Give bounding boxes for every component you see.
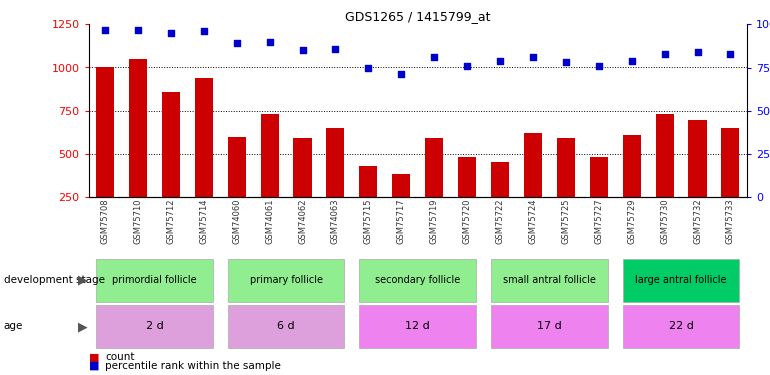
Point: [296, 47, 309, 53]
Text: ▶: ▶: [78, 274, 87, 287]
Point: [132, 27, 144, 33]
Bar: [623, 135, 641, 240]
Point: [198, 28, 210, 34]
Text: ■: ■: [89, 361, 99, 370]
Bar: [96, 68, 114, 240]
Text: secondary follicle: secondary follicle: [375, 275, 460, 285]
Bar: [458, 157, 476, 240]
Bar: [491, 162, 509, 240]
Point: [691, 49, 704, 55]
Point: [330, 45, 342, 51]
Text: primordial follicle: primordial follicle: [112, 275, 196, 285]
Text: age: age: [4, 321, 23, 332]
Bar: [162, 92, 180, 240]
Bar: [425, 138, 444, 240]
Text: primary follicle: primary follicle: [249, 275, 323, 285]
Text: 22 d: 22 d: [668, 321, 694, 332]
Point: [527, 54, 539, 60]
Point: [494, 58, 506, 64]
Bar: [195, 78, 213, 240]
Text: 17 d: 17 d: [537, 321, 562, 332]
Point: [560, 59, 572, 65]
Text: ■: ■: [89, 352, 99, 362]
Point: [658, 51, 671, 57]
Point: [428, 54, 440, 60]
Point: [461, 63, 474, 69]
Bar: [688, 120, 707, 240]
Bar: [721, 128, 739, 240]
Point: [230, 40, 243, 46]
Bar: [260, 114, 279, 240]
Text: small antral follicle: small antral follicle: [503, 275, 596, 285]
Text: large antral follicle: large antral follicle: [635, 275, 727, 285]
Bar: [326, 128, 344, 240]
Text: development stage: development stage: [4, 275, 105, 285]
Point: [263, 39, 276, 45]
Bar: [360, 166, 377, 240]
Point: [725, 51, 737, 57]
Text: count: count: [105, 352, 135, 362]
Text: 12 d: 12 d: [405, 321, 430, 332]
Bar: [392, 174, 410, 240]
Bar: [655, 114, 674, 240]
Text: ▶: ▶: [78, 320, 87, 333]
Text: 6 d: 6 d: [277, 321, 295, 332]
Bar: [590, 157, 608, 240]
Bar: [293, 138, 312, 240]
Point: [99, 27, 111, 33]
Text: 2 d: 2 d: [146, 321, 163, 332]
Point: [362, 64, 374, 70]
Point: [593, 63, 605, 69]
Point: [165, 30, 177, 36]
Bar: [228, 136, 246, 240]
Bar: [524, 133, 542, 240]
Point: [395, 71, 407, 77]
Bar: [557, 138, 575, 240]
Title: GDS1265 / 1415799_at: GDS1265 / 1415799_at: [345, 10, 490, 23]
Bar: [129, 59, 147, 240]
Point: [625, 58, 638, 64]
Text: percentile rank within the sample: percentile rank within the sample: [105, 361, 281, 370]
